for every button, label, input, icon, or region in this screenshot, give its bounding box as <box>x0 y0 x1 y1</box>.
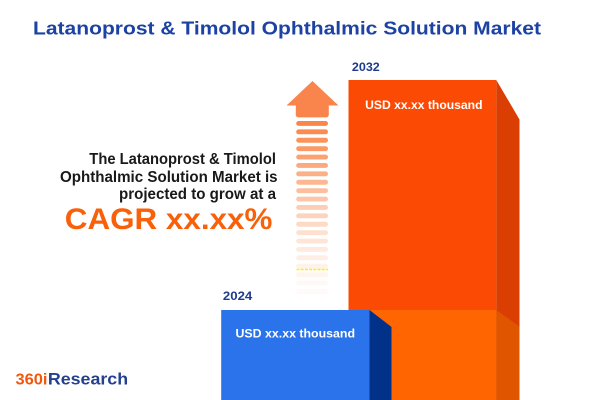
svg-text:2024: 2024 <box>223 290 253 303</box>
svg-text:The Latanoprost & Timolol: The Latanoprost & Timolol <box>89 151 276 168</box>
svg-text:USD xx.xx thousand: USD xx.xx thousand <box>365 98 482 112</box>
svg-text:projected to grow at a: projected to grow at a <box>119 186 276 203</box>
svg-text:360i: 360i <box>16 372 48 389</box>
svg-text:Research: Research <box>48 371 128 389</box>
svg-text:Ophthalmic Solution Market is: Ophthalmic Solution Market is <box>60 169 278 186</box>
svg-text:Latanoprost & Timolol Ophthalm: Latanoprost & Timolol Ophthalmic Solutio… <box>33 18 541 38</box>
svg-text:CAGR xx.xx%: CAGR xx.xx% <box>65 203 273 236</box>
svg-text:2032: 2032 <box>352 61 380 74</box>
svg-text:USD xx.xx thousand: USD xx.xx thousand <box>236 327 356 341</box>
